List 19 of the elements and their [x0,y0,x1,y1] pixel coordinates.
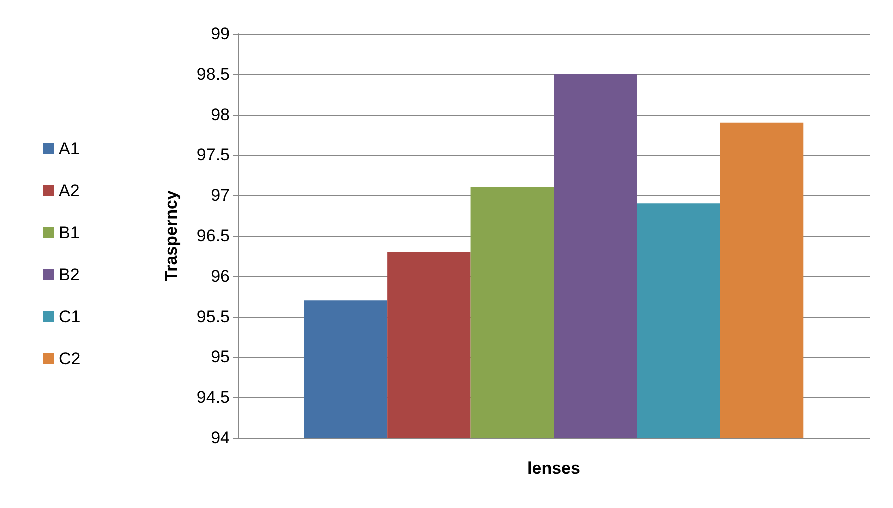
legend-label: C2 [59,350,81,368]
y-tick-label: 97 [211,186,230,206]
legend-label: A1 [59,140,80,158]
legend-label: A2 [59,182,80,200]
y-tick-label: 94 [211,428,230,448]
legend-label: B1 [59,224,80,242]
y-tick-label: 95 [211,348,230,367]
x-axis-title: lenses [528,459,580,478]
y-axis-title: Trasperncy [162,190,181,282]
legend-label: C1 [59,308,81,326]
y-tick-label: 98 [211,105,230,124]
y-tick-label: 96 [211,266,230,286]
y-tick-label: 94.5 [196,388,230,408]
y-tick-label: 98.5 [196,64,230,84]
y-tick-label: 96.5 [196,226,230,246]
y-tick-label: 99 [211,24,230,44]
y-tick-label: 95.5 [196,307,230,326]
legend-label: B2 [59,266,80,284]
y-tick-label: 97.5 [196,146,230,165]
